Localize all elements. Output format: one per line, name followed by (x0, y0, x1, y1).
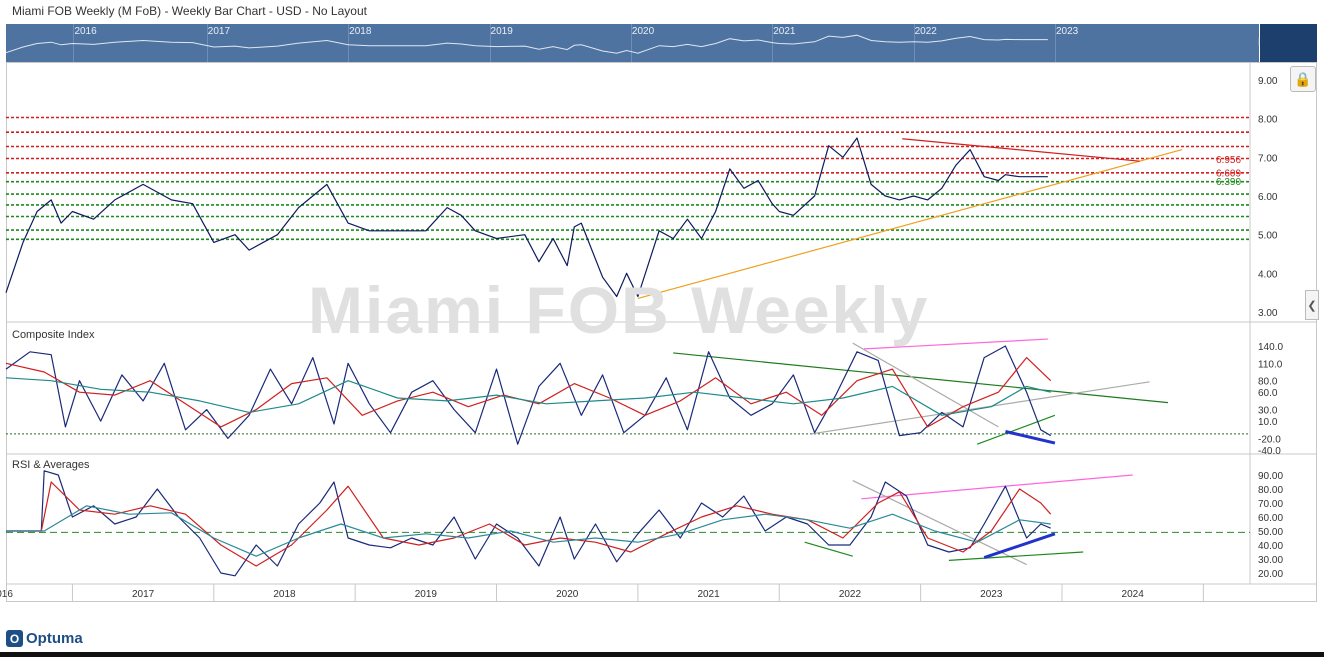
y-tick-label: 20.00 (1258, 569, 1283, 580)
series-line (5, 377, 1051, 416)
pane-title-rsi: RSI & Averages (12, 459, 90, 471)
navigator-year-label: 2018 (349, 26, 372, 37)
y-tick-label: 10.0 (1258, 417, 1278, 428)
trend-line (852, 342, 999, 428)
trend-line (1005, 430, 1056, 445)
navigator-separator (206, 24, 208, 62)
y-tick-label: 110.0 (1258, 359, 1283, 370)
x-tick-label: 2021 (697, 589, 720, 600)
x-tick-label: 2022 (839, 589, 862, 600)
y-tick-label: 40.00 (1258, 541, 1283, 552)
trend-line (673, 352, 1169, 404)
chevron-left-icon[interactable]: ❮ (1305, 290, 1319, 320)
y-tick-label: 60.00 (1258, 513, 1283, 524)
navigator-separator (489, 24, 491, 62)
y-tick-label: 80.0 (1258, 377, 1278, 388)
value-label: 6.609 (1216, 168, 1241, 179)
y-tick-label: 4.00 (1258, 269, 1278, 280)
y-tick-label: 7.00 (1258, 153, 1278, 164)
bottom-bar (0, 652, 1324, 657)
navigator-year-label: 2022 (914, 26, 937, 37)
chart-frame (6, 62, 1317, 602)
y-tick-label: -20.0 (1258, 434, 1281, 445)
trend-line (804, 541, 853, 557)
y-tick-label: 9.00 (1258, 76, 1278, 87)
y-tick-label: 30.00 (1258, 555, 1283, 566)
trend-line (637, 149, 1183, 300)
navigator-year-label: 2023 (1055, 26, 1079, 37)
y-tick-label: 70.00 (1258, 499, 1283, 510)
x-tick-label: 2023 (980, 589, 1003, 600)
y-tick-label: 30.0 (1258, 406, 1278, 417)
series-line (6, 470, 1051, 577)
navigator-year-label: 2017 (207, 26, 231, 37)
y-tick-label: 90.00 (1258, 471, 1283, 482)
trend-line (976, 414, 1056, 445)
y-tick-label: 60.0 (1258, 388, 1278, 399)
value-label: 6.390 (1216, 177, 1241, 188)
lock-icon[interactable]: 🔒 (1290, 66, 1316, 92)
trend-line (902, 138, 1140, 162)
trend-line (864, 338, 1048, 350)
series-line (5, 137, 1048, 298)
trend-line (811, 381, 1150, 435)
x-tick-label: 2016 (0, 589, 13, 600)
series-line (5, 345, 1052, 445)
navigator-separator (73, 24, 75, 62)
navigator-separator (913, 24, 915, 62)
navigator-year-label: 2021 (773, 26, 796, 37)
navigator-year-label: 2016 (74, 26, 97, 37)
y-tick-label: 80.00 (1258, 485, 1283, 496)
y-tick-label: 5.00 (1258, 231, 1278, 242)
optuma-logo-icon: O (6, 630, 23, 647)
navigator-mini-line (5, 34, 1048, 54)
pane-title-composite: Composite Index (12, 329, 95, 341)
x-tick-label: 2024 (1122, 589, 1145, 600)
navigator-year-label: 2019 (490, 26, 513, 37)
x-tick-label: 2019 (415, 589, 438, 600)
x-tick-label: 2020 (556, 589, 579, 600)
navigator-separator (348, 24, 350, 62)
navigator-separator (630, 24, 632, 62)
x-tick-label: 2018 (273, 589, 296, 600)
navigator-year-label: 2020 (631, 26, 655, 37)
x-tick-label: 2017 (132, 589, 155, 600)
y-tick-label: 6.00 (1258, 192, 1278, 203)
trend-line (948, 551, 1084, 561)
trend-line (852, 480, 1027, 566)
y-tick-label: -40.0 (1258, 446, 1281, 457)
series-line (6, 481, 1052, 567)
series-line (6, 505, 1051, 557)
logo-text: Optuma (26, 630, 83, 647)
value-label: 6.956 (1216, 155, 1241, 166)
chart-title: Miami FOB Weekly (M FoB) - Weekly Bar Ch… (12, 4, 367, 18)
y-tick-label: 8.00 (1258, 115, 1278, 126)
navigator-window[interactable] (1260, 24, 1317, 62)
trend-line (861, 474, 1133, 500)
watermark: Miami FOB Weekly (308, 273, 930, 347)
navigator-separator (1054, 24, 1056, 62)
trend-line (983, 532, 1056, 560)
optuma-logo: O Optuma (6, 630, 83, 647)
y-tick-label: 140.0 (1258, 342, 1283, 353)
y-tick-label: 50.00 (1258, 527, 1283, 538)
series-line (5, 357, 1052, 428)
y-tick-label: 3.00 (1258, 308, 1278, 319)
